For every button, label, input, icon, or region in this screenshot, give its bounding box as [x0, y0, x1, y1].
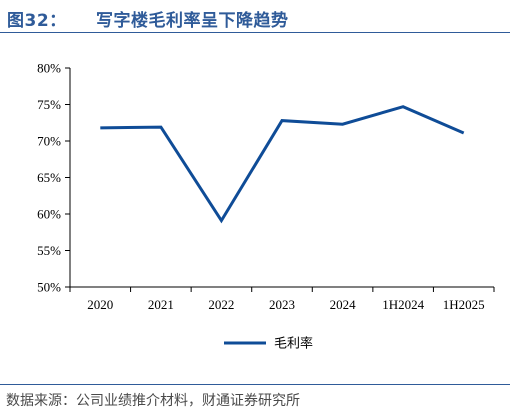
x-tick-label: 2023	[269, 297, 295, 312]
series-line-0	[100, 105, 465, 224]
figure-header: 图32： 写字楼毛利率呈下降趋势	[0, 0, 510, 36]
y-tick-label: 70%	[37, 134, 61, 149]
figure-title: 写字楼毛利率呈下降趋势	[96, 11, 289, 31]
x-axis: 2020 2021 2022 2023 2024 1H2024 1H2025	[69, 286, 495, 312]
source-note: 数据来源：公司业绩推介材料，财通证券研究所	[6, 393, 300, 409]
x-tick-label: 2022	[208, 297, 234, 312]
legend-label: 毛利率	[274, 336, 313, 352]
series-group	[100, 105, 465, 224]
x-tick-label: 1H2025	[443, 297, 485, 312]
y-tick-label: 60%	[37, 207, 61, 222]
x-tick-label: 2020	[87, 297, 113, 312]
header-divider	[0, 32, 510, 33]
x-tick-label: 2024	[330, 297, 357, 312]
y-tick-label: 55%	[37, 243, 61, 258]
y-tick-label: 65%	[37, 170, 61, 185]
legend: 毛利率	[224, 336, 313, 352]
footer-divider	[0, 384, 510, 385]
y-tick-label: 50%	[37, 280, 61, 295]
x-tick-label: 1H2024	[382, 297, 424, 312]
y-axis: 50% 55% 60% 65% 70% 75% 80%	[37, 61, 71, 295]
line-chart: 50%55%60%65%70%75%80% 2020 2021 2022 2023 20…	[37, 61, 495, 352]
figure-label: 图32：	[7, 11, 67, 31]
x-tick-label: 2021	[148, 297, 174, 312]
y-tick-label: 75%	[37, 97, 61, 112]
y-tick-label: 80%	[37, 61, 61, 76]
